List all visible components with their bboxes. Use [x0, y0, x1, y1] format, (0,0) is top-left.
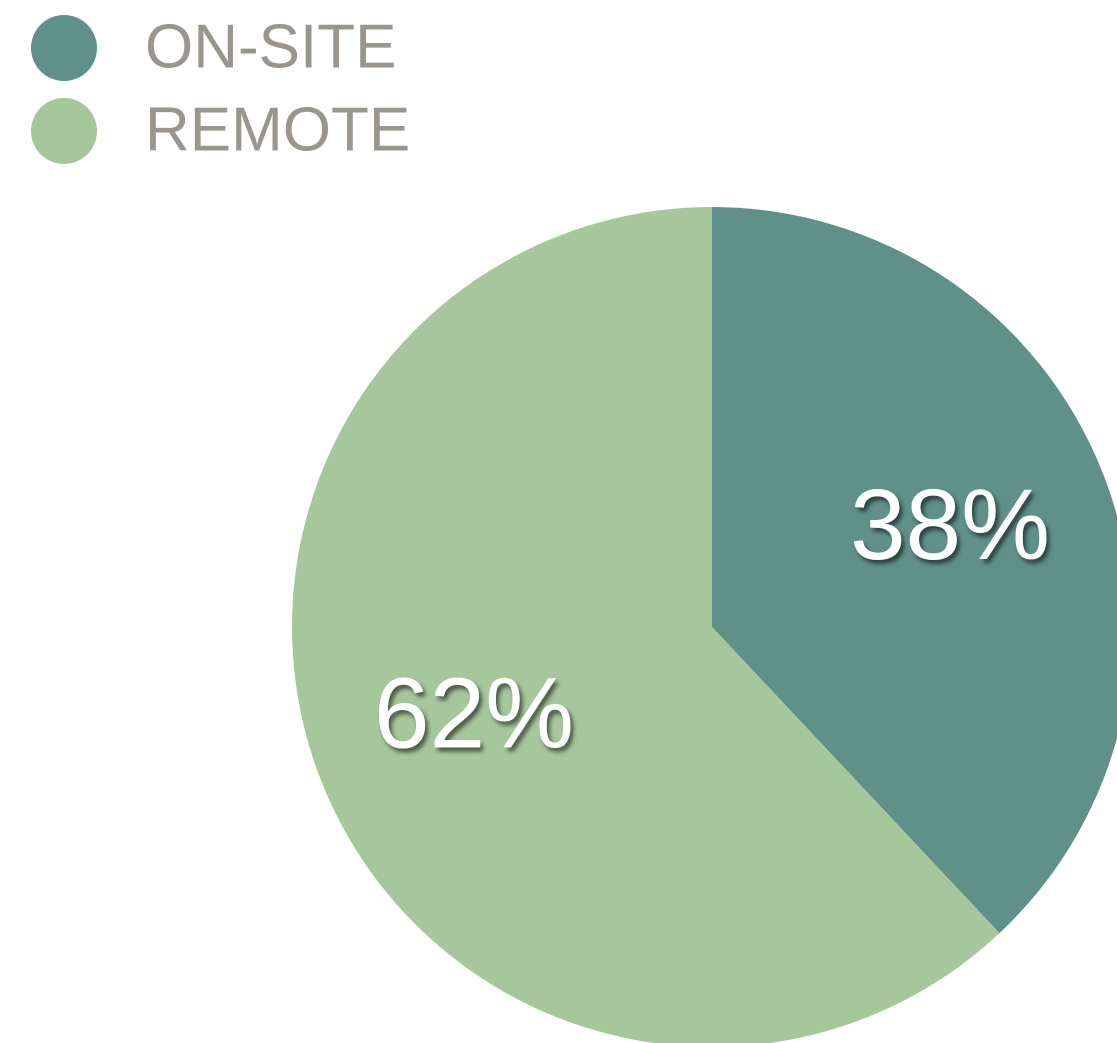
legend-label: ON-SITE — [145, 12, 396, 81]
legend-swatch — [31, 15, 97, 81]
value-label: 62% — [374, 658, 574, 770]
pie-slice — [712, 207, 1117, 934]
legend-label: REMOTE — [145, 95, 410, 164]
legend-swatch — [31, 98, 97, 164]
pie-slice — [292, 207, 1000, 1043]
value-label: 38% — [850, 469, 1050, 581]
